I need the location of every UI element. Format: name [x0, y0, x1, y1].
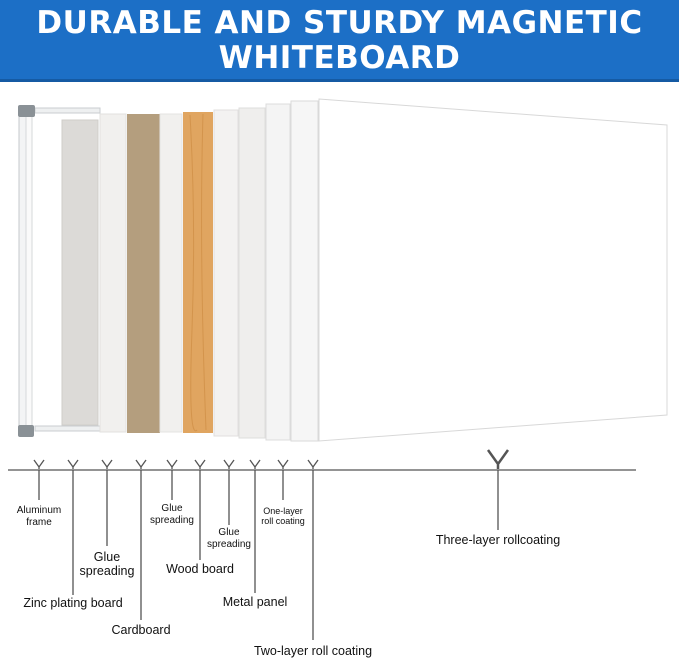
label-line-2: spreading: [207, 538, 251, 550]
frame-corner-bottom: [18, 425, 34, 437]
label-line-1: Two-layer roll coating: [253, 644, 373, 658]
label-line-1: Glue: [93, 550, 121, 564]
layer-marker: [135, 459, 147, 469]
glue-layer-3: [213, 109, 239, 437]
label-line-2: frame: [26, 516, 52, 528]
metal-panel-layer: [238, 107, 266, 439]
layer-marker: [101, 459, 113, 469]
frame-corner-top: [18, 105, 35, 117]
label-line-1: One-layer: [263, 506, 303, 516]
label-line-1: Wood board: [166, 562, 234, 576]
layer-marker: [194, 459, 206, 469]
layer-marker: [277, 459, 289, 469]
glue-layer-2: [159, 113, 183, 433]
layer-label: Two-layer roll coating: [254, 644, 372, 658]
layer-marker: [307, 459, 319, 469]
wood-board-layer: [183, 112, 213, 433]
label-line-1: Glue: [218, 527, 240, 538]
layer-marker: [223, 459, 235, 469]
layer-label: One-layer roll coating: [261, 506, 305, 527]
layer-marker: [166, 459, 178, 469]
layer-label: Three-layer rollcoating: [436, 533, 560, 547]
label-line-1: Metal panel: [222, 595, 288, 609]
label-line-1: Glue: [161, 503, 183, 514]
two-layer-coating: [290, 100, 319, 442]
title-line-2: WHITEBOARD: [218, 40, 461, 76]
layer-label: Wood board: [166, 562, 234, 576]
layer-label: Glue spreading: [80, 550, 135, 579]
layer-label: Metal panel: [223, 595, 288, 609]
label-line-2: spreading: [150, 514, 194, 526]
cardboard-layer: [127, 114, 160, 433]
label-line-2: roll coating: [261, 516, 305, 527]
layer-label: Glue spreading: [207, 527, 251, 550]
layer-marker: [249, 459, 261, 469]
label-line-1: Aluminum: [16, 505, 62, 516]
layer-label: Aluminum frame: [17, 505, 61, 528]
label-line-1: Three-layer rollcoating: [435, 533, 561, 547]
label-line-1: Cardboard: [111, 623, 171, 637]
layer-label: Glue spreading: [150, 503, 194, 526]
layer-label: Cardboard: [111, 623, 170, 637]
zinc-plating-board: [61, 119, 99, 426]
layer-marker: [486, 449, 510, 469]
title-line-1: DURABLE AND STURDY MAGNETIC: [36, 5, 643, 41]
glue-layer-1: [99, 113, 127, 433]
layer-marker: [33, 459, 45, 469]
layer-label: Zinc plating board: [23, 596, 122, 610]
label-line-1: Zinc plating board: [23, 596, 123, 610]
header-banner: DURABLE AND STURDY MAGNETIC WHITEBOARD: [0, 0, 679, 82]
label-line-2: spreading: [79, 564, 135, 579]
layer-marker: [67, 459, 79, 469]
one-layer-coating: [265, 103, 291, 441]
three-layer-coating-surface: [318, 98, 668, 442]
aluminum-frame: [18, 105, 101, 437]
